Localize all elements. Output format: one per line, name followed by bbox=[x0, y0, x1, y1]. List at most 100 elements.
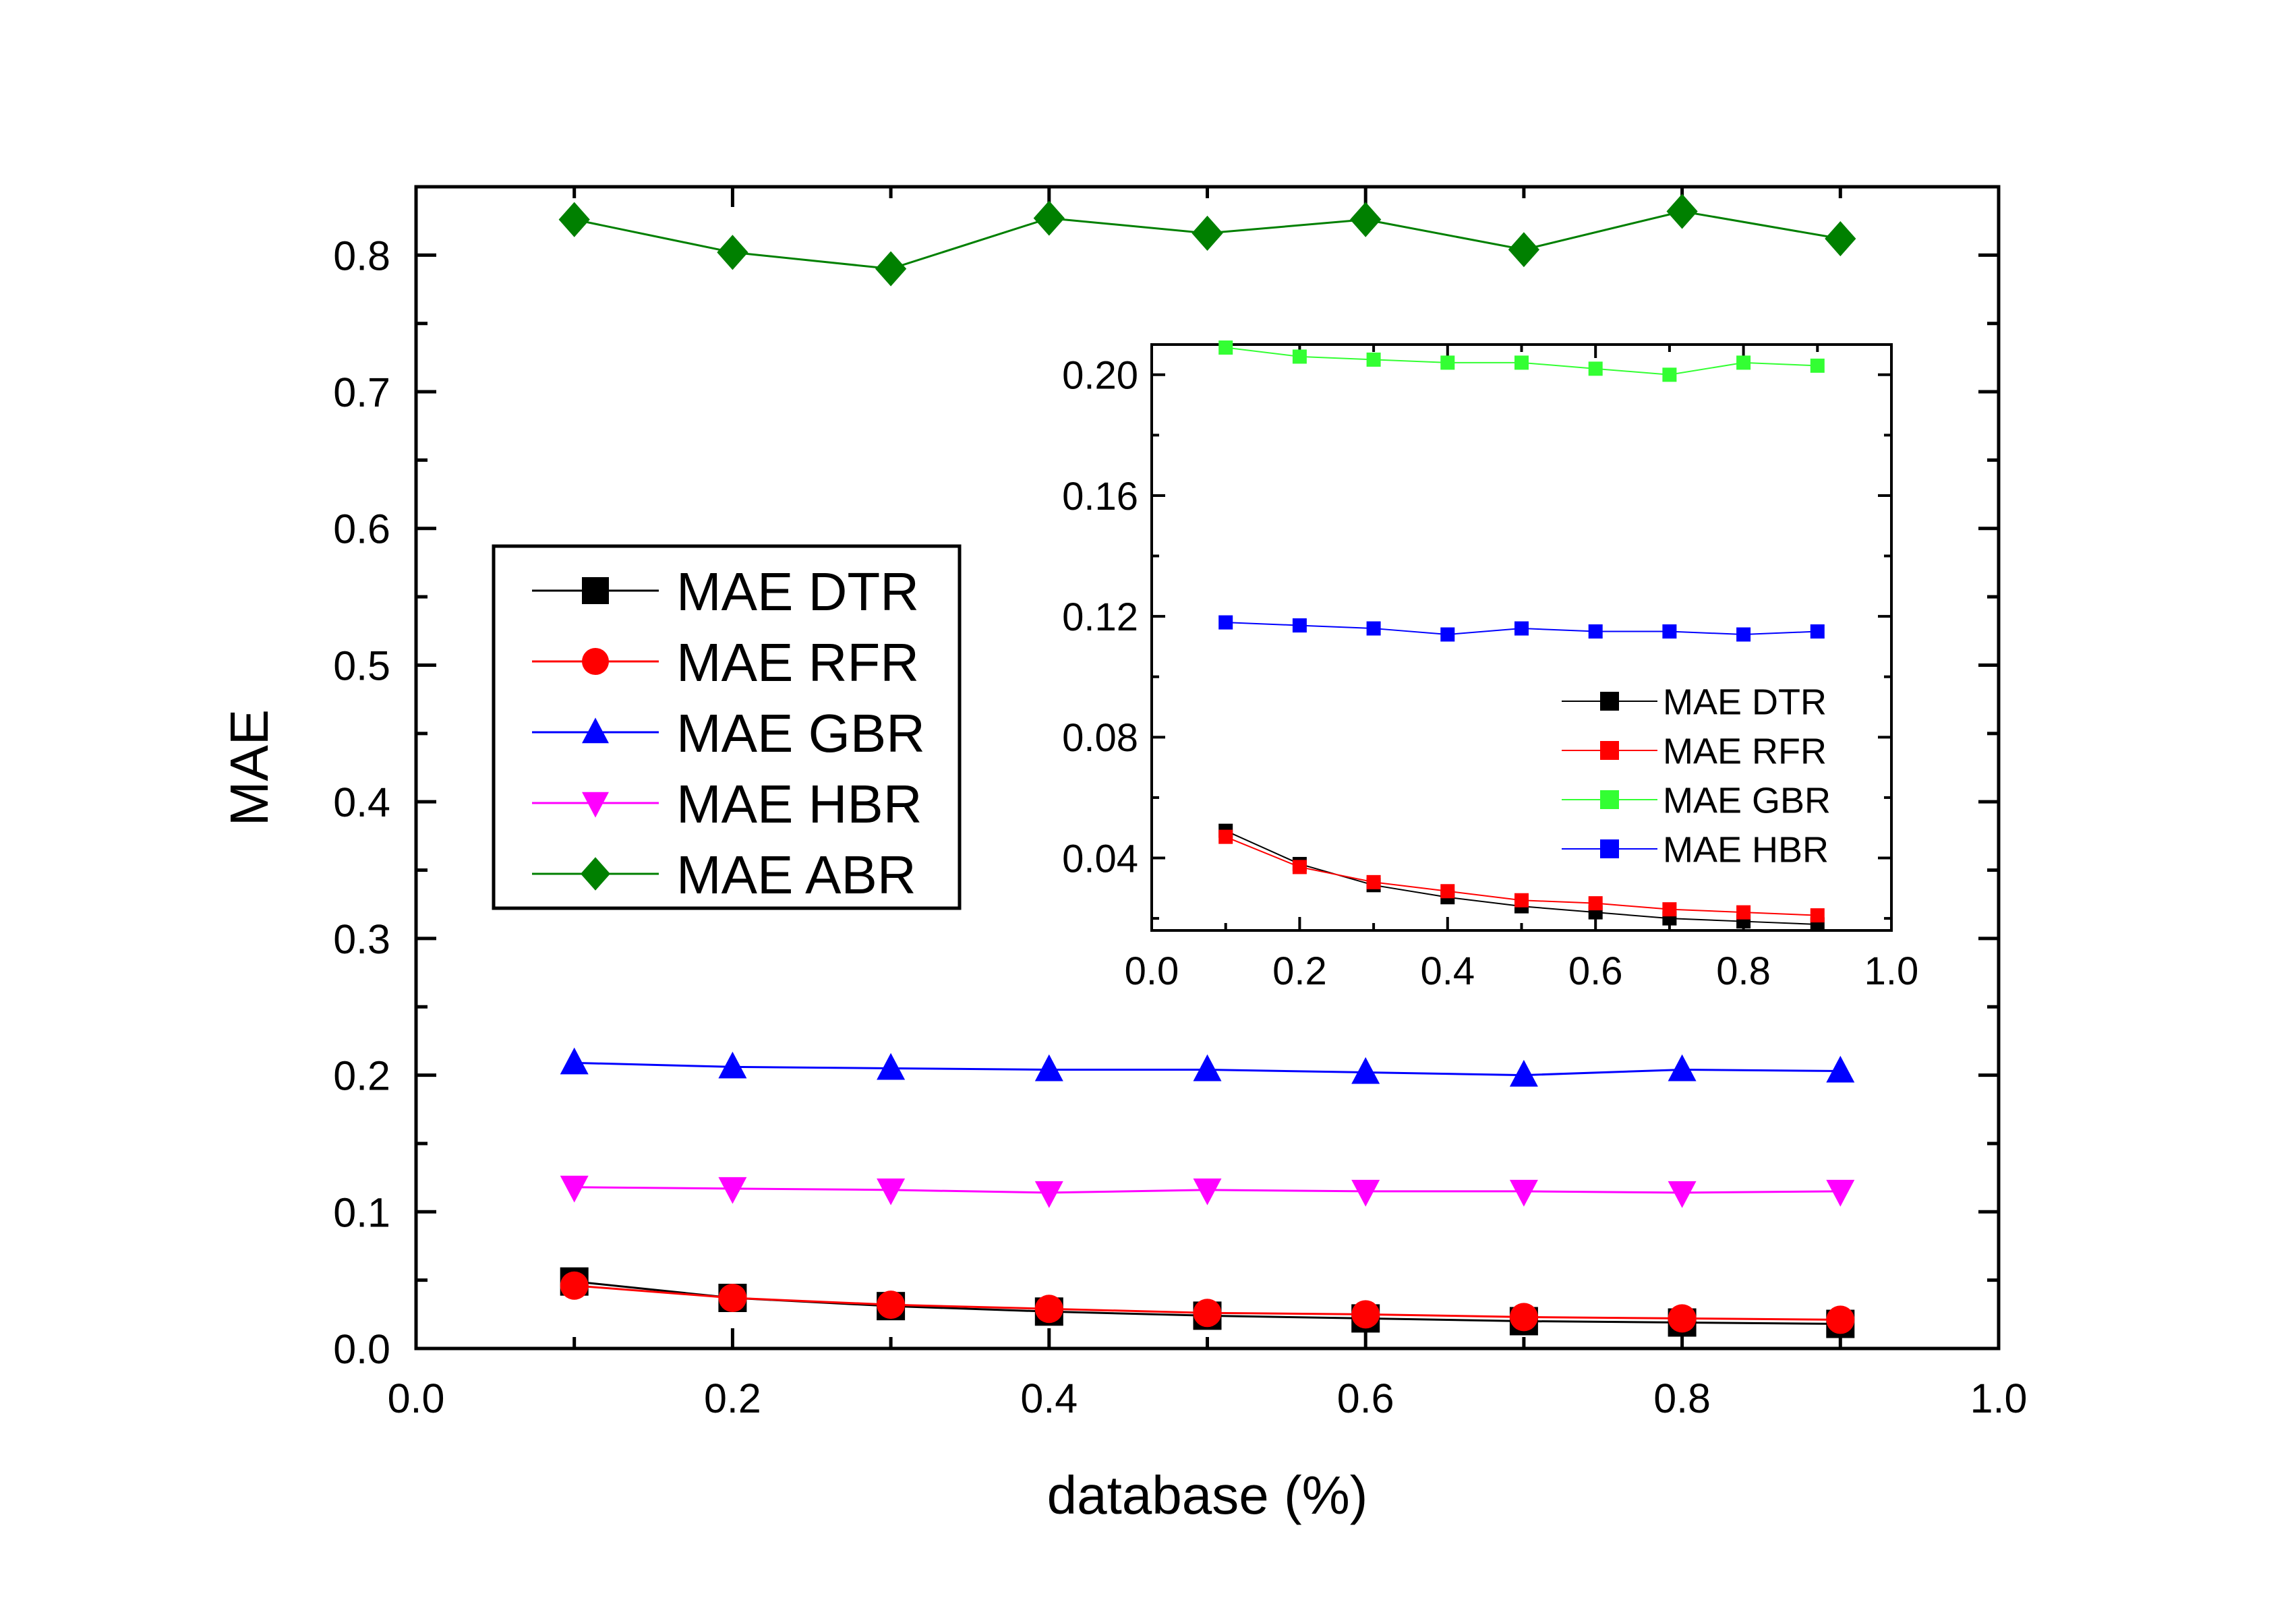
inset-x-tick-label: 0.8 bbox=[1716, 949, 1771, 993]
inset-series-3-point bbox=[1366, 621, 1381, 636]
inset-legend-marker bbox=[1600, 839, 1619, 858]
inset-legend-marker bbox=[1600, 692, 1619, 711]
inset-legend-label: MAE DTR bbox=[1663, 682, 1827, 722]
main-series-3-point bbox=[560, 1175, 589, 1203]
main-legend-marker bbox=[582, 648, 609, 675]
inset-series-1-point bbox=[1440, 884, 1455, 899]
inset-series-2-point bbox=[1662, 367, 1677, 382]
main-series-3-point bbox=[1826, 1179, 1855, 1207]
inset-plot: 0.0 0.2 0.4 0.6 0.8 1.0 0.04 0.08 0.12 0.16 0.20 MA… bbox=[1062, 340, 1918, 993]
inset-legend-marker bbox=[1600, 790, 1619, 809]
main-legend: MAE DTR MAE RFR MAE GBR MAE HBR MAE ABR bbox=[492, 544, 962, 910]
main-legend-marker bbox=[582, 577, 609, 604]
main-series-3-point bbox=[1509, 1179, 1538, 1207]
main-x-tick-label: 0.4 bbox=[1020, 1375, 1078, 1421]
main-series-3-point bbox=[877, 1178, 906, 1206]
main-x-tick-label: 0.6 bbox=[1337, 1375, 1394, 1421]
main-series-2-point bbox=[1034, 1054, 1063, 1081]
main-series-2-point bbox=[1193, 1054, 1222, 1081]
main-y-tick-label: 0.4 bbox=[333, 779, 390, 825]
main-series-4-point bbox=[1033, 200, 1065, 236]
main-series-3-point bbox=[1193, 1178, 1222, 1206]
main-legend-label: MAE ABR bbox=[676, 845, 916, 905]
main-y-tick-label: 0.5 bbox=[333, 643, 390, 688]
main-series-2-point bbox=[560, 1047, 589, 1075]
main-y-tick-label: 0.6 bbox=[333, 506, 390, 552]
main-series-1-point bbox=[1193, 1299, 1222, 1328]
main-legend-marker bbox=[581, 857, 610, 891]
inset-x-tick-label: 0.4 bbox=[1420, 949, 1475, 993]
inset-y-tick-label: 0.16 bbox=[1062, 475, 1138, 518]
main-series-1-point bbox=[1034, 1295, 1063, 1324]
inset-series-1-point bbox=[1810, 908, 1825, 923]
main-series-2-point bbox=[718, 1051, 747, 1079]
inset-series-3-point bbox=[1514, 621, 1529, 636]
main-y-tick-label: 0.2 bbox=[333, 1053, 390, 1099]
main-series-1-point bbox=[560, 1271, 589, 1300]
main-y-tick-label: 0.8 bbox=[333, 233, 390, 278]
main-y-tick-label: 0.7 bbox=[333, 369, 390, 415]
inset-series-3-point bbox=[1662, 624, 1677, 639]
main-x-tick-label: 0.2 bbox=[704, 1375, 761, 1421]
inset-series-3-point bbox=[1440, 627, 1455, 642]
inset-series-2-point bbox=[1366, 352, 1381, 367]
main-y-axis-title: MAE bbox=[219, 709, 279, 826]
main-legend-label: MAE DTR bbox=[676, 562, 919, 622]
inset-legend-marker bbox=[1600, 741, 1619, 760]
main-series-3-point bbox=[1034, 1181, 1063, 1208]
main-plot: 0.0 0.2 0.4 0.6 0.8 1.00.00.10.20.30.40.50.60… bbox=[219, 185, 2027, 1525]
inset-series-2-point bbox=[1292, 349, 1307, 364]
inset-legend-label: MAE HBR bbox=[1663, 829, 1829, 870]
main-y-tick-label: 0.1 bbox=[333, 1189, 390, 1235]
main-y-tick-label: 0.0 bbox=[333, 1326, 390, 1372]
main-series-4-point bbox=[1666, 194, 1698, 229]
main-series-4-point bbox=[1508, 232, 1539, 268]
main-legend-label: MAE GBR bbox=[676, 703, 925, 763]
inset-series-2-point bbox=[1810, 358, 1825, 373]
inset-series-2-point bbox=[1588, 361, 1603, 376]
main-series-4-point bbox=[1191, 215, 1223, 251]
main-series-1-point bbox=[718, 1283, 747, 1312]
inset-x-tick-label: 1.0 bbox=[1864, 949, 1919, 993]
main-series-2-point bbox=[1509, 1059, 1538, 1087]
inset-y-tick-label: 0.08 bbox=[1062, 716, 1138, 760]
main-series-2-point bbox=[1826, 1055, 1855, 1083]
main-series-4-point bbox=[1350, 202, 1382, 237]
inset-legend-label: MAE RFR bbox=[1663, 731, 1827, 771]
inset-y-tick-label: 0.20 bbox=[1062, 354, 1138, 398]
inset-x-tick-label: 0.2 bbox=[1272, 949, 1327, 993]
inset-series-1-point bbox=[1588, 896, 1603, 911]
inset-series-1-point bbox=[1736, 905, 1751, 920]
main-legend-box bbox=[492, 544, 962, 910]
main-series-1-point bbox=[877, 1290, 906, 1319]
inset-series-1-point bbox=[1366, 874, 1381, 889]
main-y-tick-label: 0.3 bbox=[333, 916, 390, 962]
main-series-1-point bbox=[1668, 1304, 1697, 1333]
main-legend-label: MAE RFR bbox=[676, 632, 919, 692]
main-legend-marker bbox=[582, 792, 609, 818]
main-series-2-point bbox=[877, 1052, 906, 1080]
main-legend-marker bbox=[582, 717, 609, 744]
inset-x-tick-label: 0.6 bbox=[1568, 949, 1623, 993]
inset-legend-label: MAE GBR bbox=[1663, 780, 1831, 821]
inset-series-2-point bbox=[1440, 355, 1455, 370]
main-series-4-point bbox=[1825, 220, 1856, 257]
main-series-4-point bbox=[717, 235, 748, 270]
inset-legend: MAE DTR MAE RFR MAE GBR MAE HBR bbox=[1562, 682, 1831, 870]
main-x-tick-label: 0.8 bbox=[1653, 1375, 1711, 1421]
main-series-2-point bbox=[1351, 1057, 1380, 1084]
main-x-axis-title: database (%) bbox=[1047, 1465, 1368, 1525]
inset-series-3-point bbox=[1588, 624, 1603, 639]
inset-series-2-point bbox=[1514, 355, 1529, 370]
inset-y-tick-label: 0.04 bbox=[1062, 837, 1138, 881]
main-series-3-point bbox=[1351, 1179, 1380, 1207]
inset-y-tick-label: 0.12 bbox=[1062, 595, 1138, 639]
main-series-1-point bbox=[1826, 1305, 1855, 1334]
main-series-3-point bbox=[718, 1177, 747, 1204]
main-series-2-point bbox=[1668, 1054, 1697, 1081]
main-series-1-point bbox=[1351, 1300, 1380, 1329]
main-series-1-point bbox=[1509, 1303, 1538, 1332]
inset-x-tick-label: 0.0 bbox=[1125, 949, 1179, 993]
main-series-4-point bbox=[558, 202, 590, 237]
